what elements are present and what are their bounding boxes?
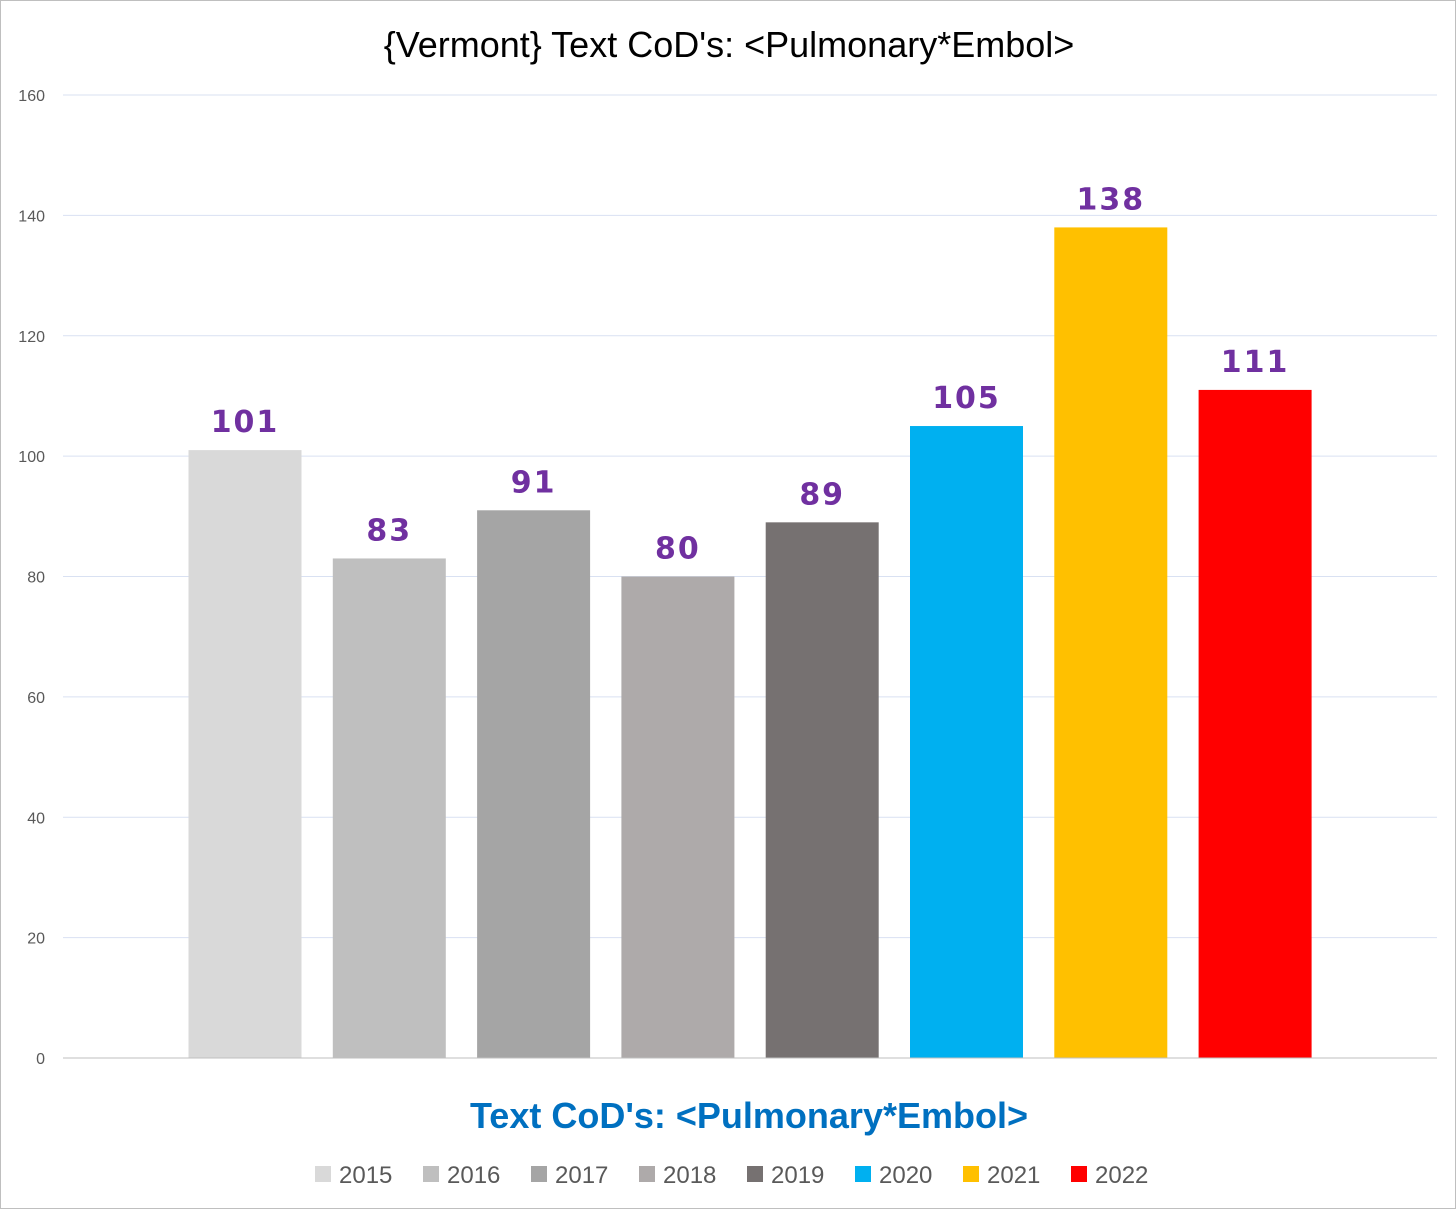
bar-2020 — [910, 426, 1023, 1058]
data-label-2018: 80 — [655, 532, 701, 567]
bar-2018 — [621, 576, 735, 1058]
y-tick-label: 60 — [27, 690, 45, 707]
legend-swatch — [963, 1166, 979, 1182]
legend-swatch — [531, 1166, 547, 1182]
y-tick-label: 160 — [18, 88, 45, 105]
legend-item-2015[interactable]: 2015 — [315, 1162, 392, 1189]
legend-label: 2020 — [879, 1162, 932, 1189]
legend-item-2017[interactable]: 2017 — [531, 1162, 608, 1189]
legend-swatch — [423, 1166, 439, 1182]
legend[interactable]: 2015 2016 2017 2018 2019 2020 2021 2022 — [315, 1162, 1148, 1189]
chart-title: {Vermont} Text CoD's: <Pulmonary*Embol> — [384, 24, 1075, 65]
y-tick-label: 140 — [18, 208, 45, 225]
data-labels: 101 83 91 80 89 105 138 111 — [211, 182, 1290, 567]
data-label-2015: 101 — [211, 405, 280, 440]
data-label-2022: 111 — [1221, 345, 1290, 380]
y-tick-label: 0 — [36, 1051, 45, 1068]
legend-label: 2018 — [663, 1162, 716, 1189]
legend-item-2018[interactable]: 2018 — [639, 1162, 716, 1189]
legend-swatch — [315, 1166, 331, 1182]
x-axis-title: Text CoD's: <Pulmonary*Embol> — [470, 1095, 1028, 1136]
legend-label: 2017 — [555, 1162, 608, 1189]
data-label-2016: 83 — [366, 513, 412, 548]
legend-item-2022[interactable]: 2022 — [1071, 1162, 1148, 1189]
legend-item-2016[interactable]: 2016 — [423, 1162, 500, 1189]
legend-swatch — [639, 1166, 655, 1182]
bar-2021 — [1054, 227, 1168, 1059]
y-tick-label: 120 — [18, 329, 45, 346]
bar-2022 — [1198, 389, 1312, 1058]
legend-label: 2021 — [987, 1162, 1040, 1189]
legend-label: 2016 — [447, 1162, 500, 1189]
y-tick-label: 80 — [27, 570, 45, 587]
legend-item-2019[interactable]: 2019 — [747, 1162, 824, 1189]
bar-2019 — [765, 522, 879, 1058]
y-tick-label: 40 — [27, 810, 45, 827]
data-label-2017: 91 — [511, 465, 557, 500]
bar-2016 — [332, 558, 446, 1058]
data-label-2019: 89 — [799, 477, 845, 512]
bars — [188, 227, 1312, 1059]
data-label-2021: 138 — [1076, 182, 1145, 217]
y-tick-label: 100 — [18, 449, 45, 466]
bar-2015 — [188, 450, 302, 1058]
legend-swatch — [747, 1166, 763, 1182]
y-tick-label: 20 — [27, 931, 45, 948]
bar-2017 — [477, 510, 591, 1058]
legend-item-2021[interactable]: 2021 — [963, 1162, 1040, 1189]
legend-label: 2019 — [771, 1162, 824, 1189]
data-label-2020: 105 — [932, 381, 1001, 416]
legend-label: 2015 — [339, 1162, 392, 1189]
y-axis-ticks: 0 20 40 60 80 100 120 140 160 — [18, 88, 45, 1068]
legend-swatch — [855, 1166, 871, 1182]
legend-label: 2022 — [1095, 1162, 1148, 1189]
legend-item-2020[interactable]: 2020 — [855, 1162, 932, 1189]
legend-swatch — [1071, 1166, 1087, 1182]
